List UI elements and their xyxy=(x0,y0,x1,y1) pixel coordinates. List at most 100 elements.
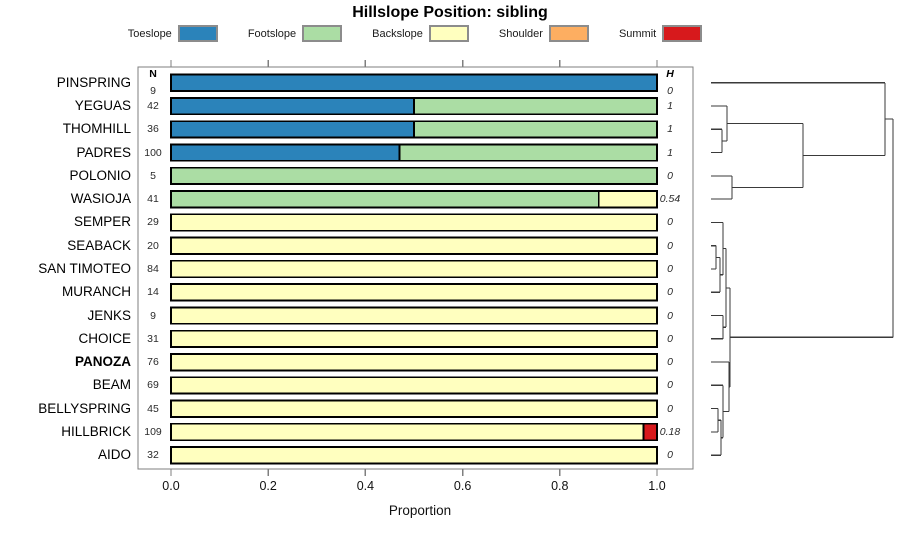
h-value: 0 xyxy=(667,239,673,252)
bar-segment-backslope xyxy=(170,283,658,302)
x-tick-label: 0.4 xyxy=(356,479,375,493)
h-value: 1 xyxy=(667,123,673,136)
legend-swatch xyxy=(548,25,589,42)
bar-segment-toeslope xyxy=(170,143,401,162)
row-label-choice: CHOICE xyxy=(78,330,131,346)
h-value: 0 xyxy=(667,309,673,322)
h-value: 0 xyxy=(667,402,673,415)
n-value: 109 xyxy=(144,426,162,438)
bar-segment-backslope xyxy=(170,446,658,465)
h-value: 0 xyxy=(667,286,673,299)
legend-swatch xyxy=(662,25,703,42)
n-value: 84 xyxy=(147,263,159,276)
legend: Toeslope Footslope Backslope Shoulder Summit xyxy=(0,25,830,42)
row-label-panoza: PANOZA xyxy=(75,354,131,370)
n-value: 42 xyxy=(147,100,159,113)
legend-item-toeslope: Toeslope xyxy=(128,25,218,42)
h-value: 1 xyxy=(667,100,673,113)
n-value: 31 xyxy=(147,332,159,345)
n-column-header: N xyxy=(149,68,157,80)
legend-item-backslope: Backslope xyxy=(372,25,469,42)
x-tick-label: 0.6 xyxy=(453,479,472,493)
bar-segment-backslope xyxy=(170,422,645,442)
n-value: 36 xyxy=(147,123,159,136)
n-value: 32 xyxy=(147,449,159,462)
bar-segment-footslope xyxy=(170,190,600,209)
row-label-wasioja: WASIOJA xyxy=(70,191,131,207)
n-value: 20 xyxy=(147,239,159,252)
x-axis-title: Proportion xyxy=(388,503,452,518)
n-value: 41 xyxy=(147,193,159,206)
bar-segment-backslope xyxy=(170,376,658,395)
bar-segment-backslope xyxy=(170,399,658,418)
n-value: 29 xyxy=(147,216,159,229)
legend-label: Footslope xyxy=(247,27,297,40)
legend-item-summit: Summit xyxy=(618,25,703,42)
h-value: 1 xyxy=(667,146,673,159)
legend-item-shoulder: Shoulder xyxy=(499,25,589,42)
bar-segment-toeslope xyxy=(170,96,415,116)
n-value: 69 xyxy=(147,379,159,392)
bar-segment-footslope xyxy=(398,143,658,162)
bar-segment-backslope xyxy=(170,306,658,325)
plot-box xyxy=(137,66,694,470)
legend-label: Toeslope xyxy=(127,27,172,40)
x-tick-label: 0.2 xyxy=(259,479,277,493)
legend-label: Summit xyxy=(618,27,657,40)
row-label-bellyspring: BELLYSPRING xyxy=(38,400,131,416)
h-value: 0 xyxy=(667,356,673,369)
legend-swatch xyxy=(177,25,218,42)
bar-segment-backslope xyxy=(170,213,658,232)
row-label-semper: SEMPER xyxy=(73,214,131,230)
h-value: 0 xyxy=(667,332,673,345)
bar-segment-backslope xyxy=(170,353,658,372)
bar-segment-footslope xyxy=(413,120,658,139)
bar-segment-backslope xyxy=(170,259,658,279)
row-label-polonio: POLONIO xyxy=(69,167,131,183)
h-value: 0 xyxy=(667,379,673,392)
row-label-muranch: MURANCH xyxy=(62,284,131,300)
row-label-san-timoteo: SAN TIMOTEO xyxy=(38,261,131,277)
x-tick-label: 1.0 xyxy=(648,479,666,493)
bar-segment-summit xyxy=(642,422,658,442)
row-label-beam: BEAM xyxy=(92,377,131,393)
h-value: 0.54 xyxy=(659,193,681,206)
h-value: 0 xyxy=(667,84,673,97)
n-value: 9 xyxy=(150,84,156,97)
chart-title: Hillslope Position: sibling xyxy=(352,4,548,21)
row-label-thomhill: THOMHILL xyxy=(62,121,131,137)
row-label-seaback: SEABACK xyxy=(67,237,131,253)
legend-label: Shoulder xyxy=(498,27,543,40)
bar-segment-toeslope xyxy=(170,73,658,92)
h-value: 0 xyxy=(667,216,673,229)
bar-segment-backslope xyxy=(170,329,658,348)
n-value: 100 xyxy=(144,146,162,159)
row-label-hillbrick: HILLBRICK xyxy=(61,424,131,439)
bar-segment-backslope xyxy=(597,190,658,209)
h-value: 0.18 xyxy=(659,426,681,438)
bar-segment-footslope xyxy=(170,166,658,186)
legend-swatch xyxy=(428,25,469,42)
n-value: 5 xyxy=(150,169,156,182)
x-tick-label: 0.8 xyxy=(551,479,569,493)
n-value: 14 xyxy=(147,286,159,299)
n-value: 45 xyxy=(147,402,159,415)
row-label-padres: PADRES xyxy=(76,144,131,160)
row-label-yeguas: YEGUAS xyxy=(74,98,131,114)
legend-label: Backslope xyxy=(372,27,423,40)
row-label-pinspring: PINSPRING xyxy=(56,74,131,90)
n-value: 76 xyxy=(147,356,159,369)
bar-segment-toeslope xyxy=(170,120,415,139)
bar-segment-backslope xyxy=(170,236,658,255)
h-column-header: H xyxy=(666,68,674,80)
bar-segment-footslope xyxy=(413,96,658,116)
legend-item-footslope: Footslope xyxy=(247,25,343,42)
h-value: 0 xyxy=(667,449,673,462)
legend-swatch xyxy=(302,25,343,42)
row-label-aido: AIDO xyxy=(97,447,131,463)
row-label-jenks: JENKS xyxy=(87,307,131,323)
h-value: 0 xyxy=(667,263,673,276)
n-value: 9 xyxy=(150,309,156,322)
